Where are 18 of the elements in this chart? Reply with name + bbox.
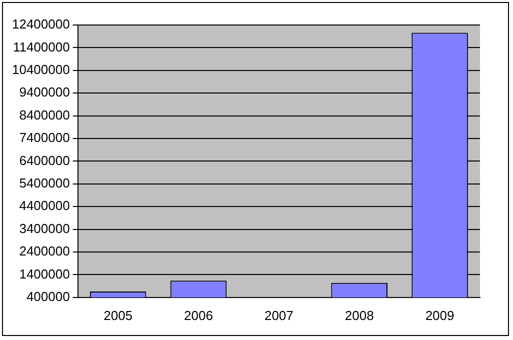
y-tick-label: 7400000 bbox=[19, 130, 70, 146]
x-tick-label: 2005 bbox=[104, 308, 133, 323]
x-tick-label: 2006 bbox=[184, 308, 213, 323]
y-tick-label: 5400000 bbox=[19, 175, 70, 190]
x-tick-label: 2008 bbox=[344, 308, 374, 323]
y-tick-label: 11400000 bbox=[12, 39, 70, 54]
y-tick-label: 1400000 bbox=[19, 266, 70, 282]
y-tick-label: 9400000 bbox=[19, 84, 70, 100]
y-tick-label: 10400000 bbox=[12, 62, 70, 77]
y-tick-label: 12400000 bbox=[12, 16, 70, 32]
y-tick-label: 2400000 bbox=[19, 244, 70, 259]
x-tick-label: 2009 bbox=[425, 308, 454, 323]
y-tick-label: 3400000 bbox=[19, 220, 70, 236]
y-tick-label: 4400000 bbox=[19, 198, 70, 214]
x-tick-label: 2007 bbox=[264, 308, 294, 323]
y-tick-label: 400000 bbox=[26, 288, 70, 304]
y-tick-label: 6400000 bbox=[19, 152, 70, 168]
y-tick-label: 8400000 bbox=[19, 107, 70, 122]
